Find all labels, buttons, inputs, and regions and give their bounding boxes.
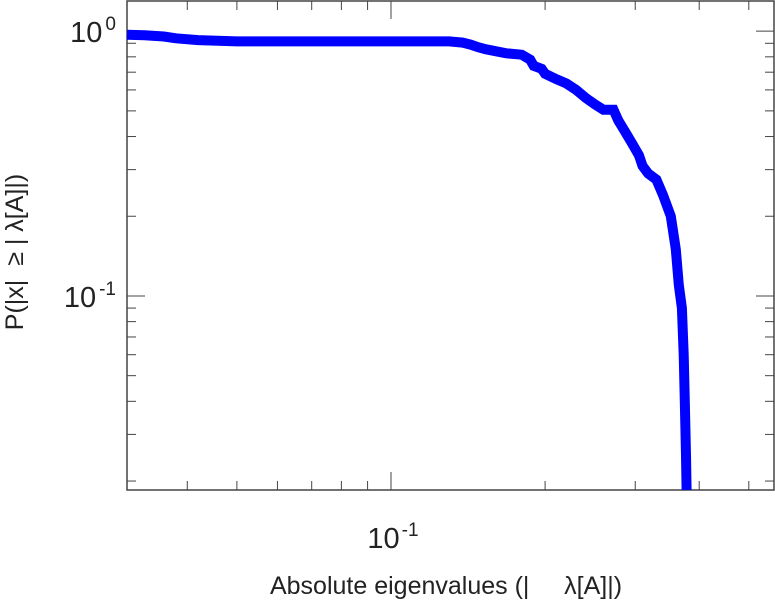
- plot-frame: [126, 0, 775, 491]
- series-line: [126, 29, 692, 491]
- y-axis-label: P(|x| ≥ | λ[A]|): [1, 174, 29, 330]
- tick-labels: 10 -1 10 0 10 -1: [64, 14, 419, 555]
- minor-ticks: [127, 1, 774, 490]
- x-axis-label: Absolute eigenvalues (| λ[A]|): [270, 572, 622, 600]
- y-tick-label: 10 -1: [64, 279, 116, 314]
- x-tick-label: 10 -1: [367, 520, 418, 555]
- y-tick-label: 10 0: [70, 14, 116, 49]
